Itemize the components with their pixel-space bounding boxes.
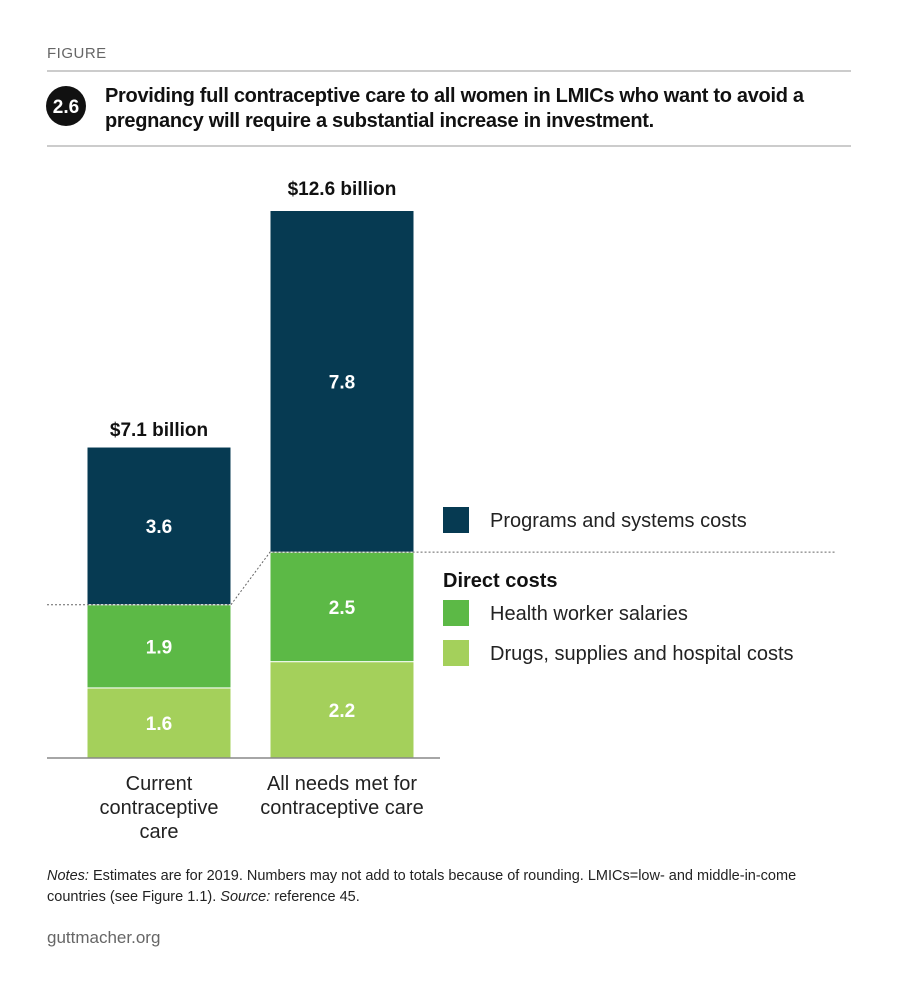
figure-label: FIGURE	[47, 45, 107, 62]
legend-label: Drugs, supplies and hospital costs	[490, 643, 794, 665]
bar-segment	[86, 604, 232, 689]
notes: Notes: Estimates are for 2019. Numbers m…	[47, 866, 847, 908]
value-label: 2.2	[329, 701, 355, 722]
chart-title: Providing full contraceptive care to all…	[105, 85, 804, 132]
legend-swatch	[443, 507, 469, 533]
value-label: 2.5	[329, 598, 356, 619]
value-label: 3.6	[146, 517, 172, 538]
figure-number: 2.6	[53, 97, 79, 118]
source-text: reference 45.	[270, 889, 360, 905]
value-label: 1.6	[146, 714, 172, 735]
legend-swatch	[443, 600, 469, 626]
bar-segment	[269, 661, 415, 759]
legend-group-label: Direct costs	[443, 570, 558, 592]
legend-label: Programs and systems costs	[490, 510, 747, 532]
value-label: 7.8	[329, 372, 355, 393]
bar-segment	[86, 687, 232, 759]
figure-badge	[46, 86, 86, 126]
total-label: $7.1 billion	[110, 420, 208, 441]
value-label: 1.9	[146, 637, 172, 658]
notes-text: Estimates are for 2019. Numbers may not …	[47, 868, 797, 905]
total-label: $12.6 billion	[288, 179, 397, 200]
legend-label: Health worker salaries	[490, 603, 688, 625]
x-tick-label: All needs met for contraceptive care	[260, 773, 424, 819]
bar-segment	[269, 210, 415, 553]
bar-segment	[86, 446, 232, 606]
x-tick-label: Current contraceptive care	[99, 773, 219, 843]
source-label: Source:	[220, 889, 271, 905]
bar-segment	[269, 551, 415, 663]
notes-label: Notes:	[47, 868, 89, 884]
legend-swatch	[443, 640, 469, 666]
direct-costs-divider	[47, 551, 835, 606]
footer: guttmacher.org	[47, 928, 161, 947]
